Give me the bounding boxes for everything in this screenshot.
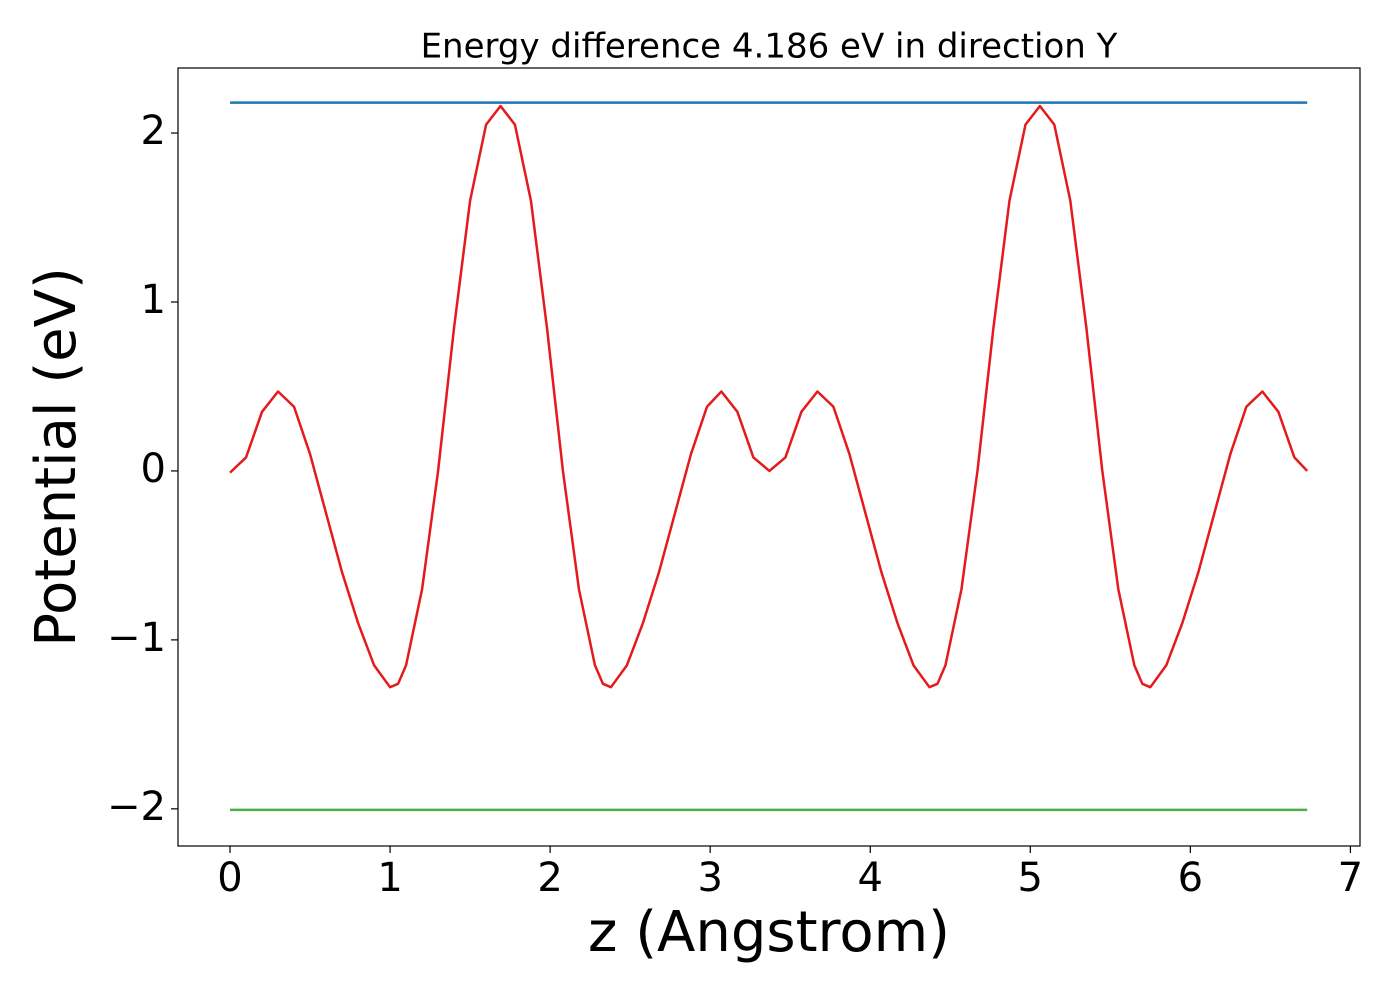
x-tick-label: 6 (1178, 855, 1203, 901)
y-tick-label: −1 (107, 615, 166, 661)
chart-title: Energy difference 4.186 eV in direction … (421, 27, 1118, 67)
x-tick-label: 2 (537, 855, 562, 901)
y-tick-label: 0 (141, 446, 166, 492)
x-tick-label: 7 (1338, 855, 1363, 901)
x-tick-label: 3 (697, 855, 722, 901)
y-axis-label: Potential (eV) (24, 267, 89, 647)
y-tick-label: 1 (141, 277, 166, 323)
y-tick-label: 2 (141, 108, 166, 154)
y-tick-label: −2 (107, 784, 166, 830)
x-tick-label: 1 (377, 855, 402, 901)
x-tick-label: 5 (1018, 855, 1043, 901)
line-series (229, 104, 1309, 689)
x-tick-label: 4 (858, 855, 883, 901)
x-tick-label: 0 (217, 855, 242, 901)
x-axis-label: z (Angstrom) (588, 900, 950, 965)
plot-frame (177, 67, 1361, 847)
